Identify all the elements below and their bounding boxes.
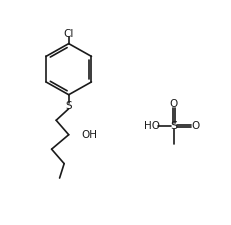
Text: S: S (170, 121, 177, 131)
Text: HO: HO (144, 121, 160, 131)
Text: OH: OH (81, 130, 97, 140)
Text: O: O (170, 99, 178, 109)
Text: Cl: Cl (64, 29, 74, 39)
Text: O: O (191, 121, 200, 131)
Text: S: S (65, 101, 72, 111)
